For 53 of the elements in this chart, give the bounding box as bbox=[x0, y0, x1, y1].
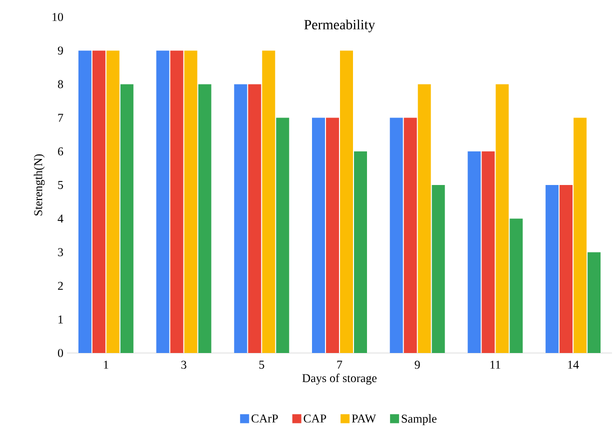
legend-label: CAP bbox=[304, 414, 326, 423]
bar bbox=[156, 50, 170, 353]
x-tick-label: 1 bbox=[104, 360, 108, 369]
chart-title: Permeability bbox=[304, 20, 376, 32]
bar bbox=[482, 151, 495, 353]
bar bbox=[92, 50, 106, 353]
bar bbox=[574, 118, 587, 353]
bar bbox=[340, 50, 353, 353]
bar bbox=[106, 50, 120, 353]
bar bbox=[198, 84, 212, 353]
bar bbox=[326, 118, 339, 353]
bar bbox=[78, 50, 92, 353]
x-tick-label: 11 bbox=[490, 360, 500, 369]
bar bbox=[468, 151, 481, 353]
x-tick-label: 5 bbox=[259, 360, 264, 369]
y-tick-label: 3 bbox=[58, 248, 64, 256]
x-axis-title: Days of storage bbox=[302, 374, 377, 385]
bar bbox=[588, 252, 601, 353]
y-tick-label: 10 bbox=[52, 12, 64, 22]
y-tick-label: 8 bbox=[58, 80, 64, 88]
bar bbox=[510, 218, 523, 353]
y-tick-label: 5 bbox=[58, 181, 64, 189]
x-tick-label: 14 bbox=[568, 360, 579, 369]
y-tick-label: 2 bbox=[58, 282, 63, 290]
legend-label: Sample bbox=[402, 414, 436, 426]
bar bbox=[546, 185, 559, 353]
bar bbox=[184, 50, 198, 353]
legend-label: PAW bbox=[352, 414, 376, 423]
y-tick-label: 9 bbox=[58, 46, 63, 55]
x-tick-label: 3 bbox=[181, 360, 186, 369]
bar bbox=[170, 50, 184, 353]
bar bbox=[234, 84, 248, 353]
bar bbox=[276, 118, 290, 353]
bar bbox=[312, 118, 325, 353]
bar bbox=[496, 84, 509, 353]
bar bbox=[248, 84, 262, 353]
y-tick-label: 0 bbox=[58, 348, 64, 358]
y-tick-label: 6 bbox=[58, 147, 64, 156]
y-tick-label: 4 bbox=[58, 214, 64, 223]
x-tick-label: 9 bbox=[414, 360, 420, 369]
bar bbox=[404, 118, 417, 353]
x-tick-label: 7 bbox=[337, 360, 342, 369]
legend-label: CArP bbox=[252, 414, 278, 423]
bar bbox=[432, 185, 445, 353]
bar bbox=[560, 185, 573, 353]
bar bbox=[418, 84, 431, 353]
y-tick-label: 1 bbox=[58, 315, 63, 324]
bar bbox=[390, 118, 403, 353]
bar bbox=[354, 151, 367, 353]
bar bbox=[262, 50, 276, 353]
y-axis-title: Sterength(N) bbox=[34, 154, 45, 216]
bar bbox=[120, 84, 134, 353]
y-tick-label: 7 bbox=[58, 114, 64, 122]
